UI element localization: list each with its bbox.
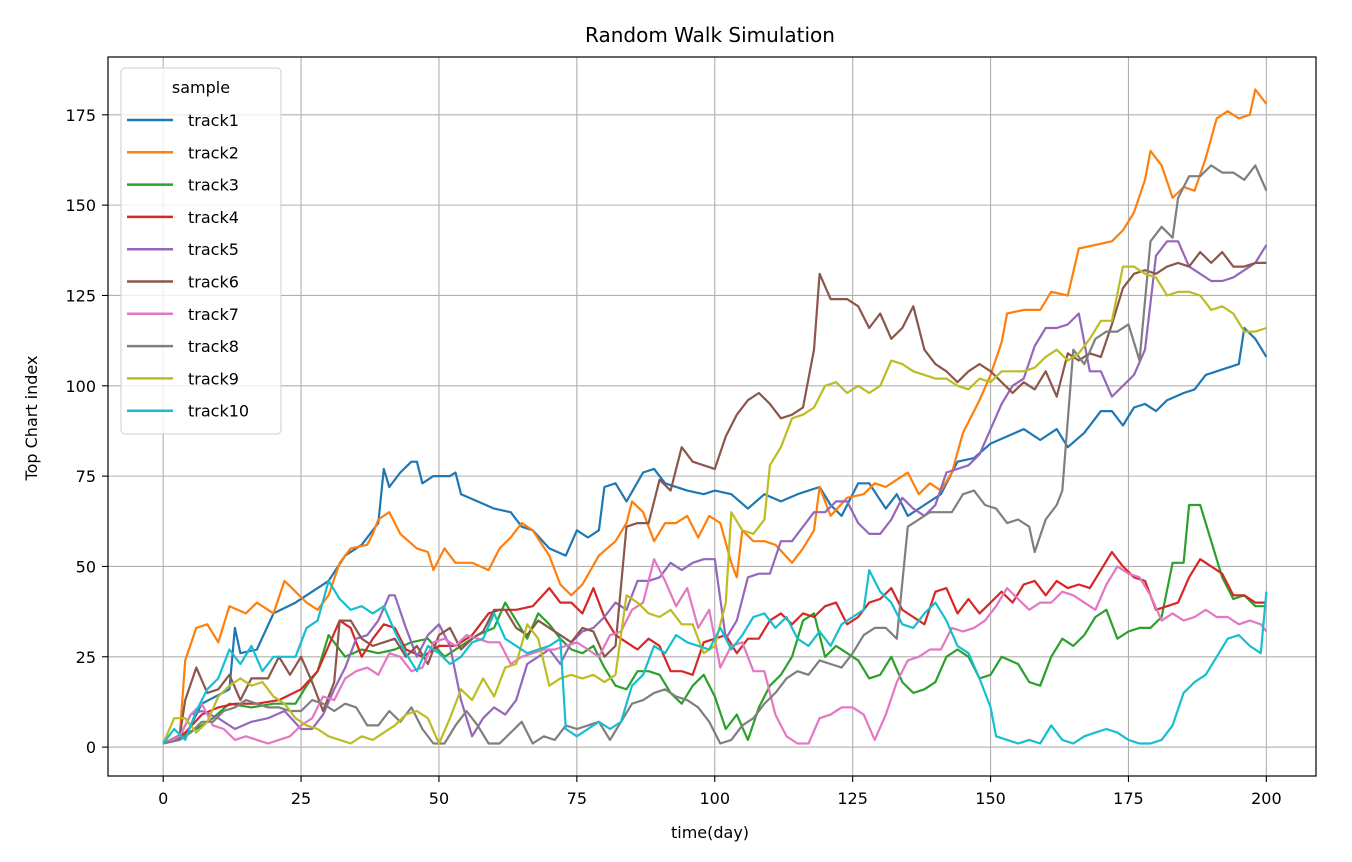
x-tick-label: 125: [837, 789, 868, 808]
legend-box: [120, 67, 282, 435]
legend-label-track6: track6: [188, 273, 239, 292]
legend: sample track1 track2 track3 track4 track5 trac…: [120, 67, 282, 435]
legend-label-track9: track9: [188, 369, 239, 388]
x-tick-label: 25: [291, 789, 311, 808]
y-tick-label: 25: [76, 648, 96, 667]
series-line-track10: [162, 568, 1268, 745]
legend-label-track4: track4: [188, 208, 239, 227]
plot-area-frame: [107, 56, 1317, 777]
y-tick-label: 150: [65, 196, 96, 215]
x-axis-label: time(day): [671, 823, 749, 842]
grid-lines: [108, 57, 1316, 776]
y-tick-label: 75: [76, 467, 96, 486]
series-line-track9: [162, 265, 1267, 745]
series-line-track8: [162, 164, 1268, 745]
legend-label-track5: track5: [188, 240, 239, 259]
y-tick-label: 175: [65, 106, 96, 125]
legend-label-track10: track10: [188, 402, 249, 421]
legend-label-track2: track2: [188, 143, 239, 162]
legend-label-track3: track3: [188, 176, 239, 195]
series-line-track7: [162, 558, 1268, 745]
y-tick-label: 125: [65, 286, 96, 305]
x-axis-ticks: 0 25 50 75 100 125 150 175 200: [158, 776, 1282, 808]
series-line-track1: [162, 326, 1268, 745]
legend-title: sample: [172, 78, 230, 97]
y-tick-label: 0: [86, 738, 96, 757]
y-axis-ticks: 0 25 50 75 100 125 150 175: [65, 106, 108, 757]
x-tick-label: 100: [699, 789, 730, 808]
x-tick-label: 200: [1251, 789, 1282, 808]
series-layer: [162, 88, 1268, 745]
series-line-track2: [162, 88, 1268, 745]
legend-label-track8: track8: [188, 337, 239, 356]
y-tick-label: 50: [76, 557, 96, 576]
legend-label-track7: track7: [188, 305, 239, 324]
y-axis-label: Top Chart index: [22, 356, 41, 482]
x-tick-label: 50: [429, 789, 449, 808]
series-line-track5: [162, 240, 1268, 745]
x-tick-label: 175: [1113, 789, 1144, 808]
series-line-track6: [162, 251, 1267, 745]
x-tick-label: 150: [975, 789, 1006, 808]
y-tick-label: 100: [65, 377, 96, 396]
chart-title: Random Walk Simulation: [585, 23, 835, 47]
legend-label-track1: track1: [188, 111, 239, 130]
x-tick-label: 0: [158, 789, 168, 808]
x-tick-label: 75: [567, 789, 587, 808]
